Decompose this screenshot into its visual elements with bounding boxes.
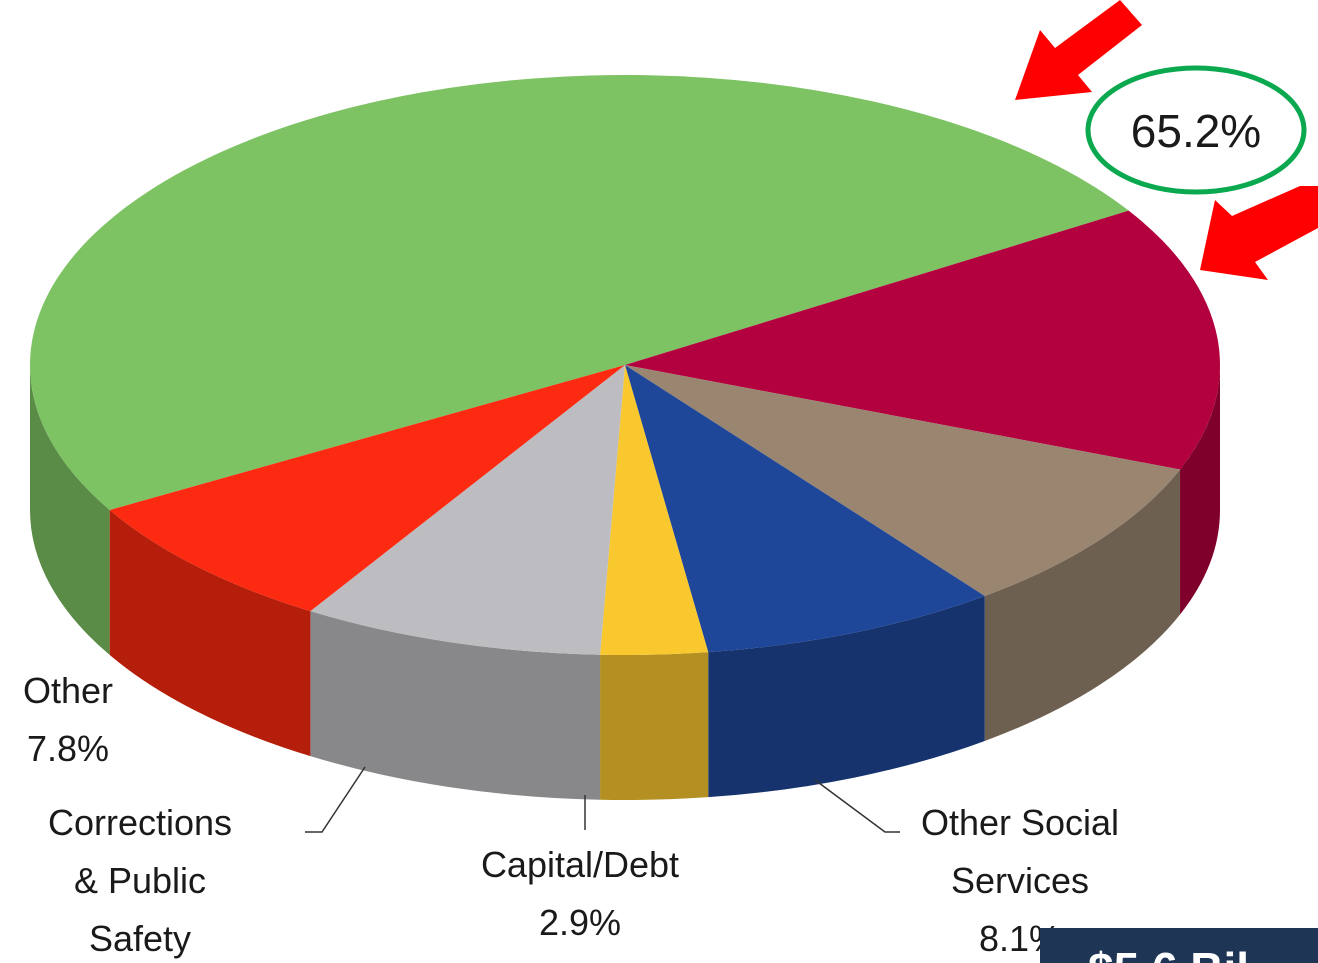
slice-label: Corrections & Public Safety: [33, 794, 248, 963]
slice: [625, 210, 1220, 470]
value-label: 2.9%: [538, 902, 622, 943]
arrow: [1200, 186, 1318, 280]
slice: [310, 365, 625, 655]
slice: [625, 365, 1181, 596]
category-label: Corrections & Public Safety: [47, 802, 233, 959]
category-label: Other: [22, 670, 114, 711]
slice-label: Capital/Debt 2.9%: [430, 836, 730, 952]
value-label: 7.8%: [26, 728, 110, 769]
category-label: Other Social Services: [920, 802, 1120, 901]
annotation: 65.2%: [1131, 105, 1261, 157]
slice-label: Other Social Services 8.1%: [890, 794, 1150, 963]
slice-side: [984, 469, 1181, 741]
leader-line: [305, 766, 366, 833]
slice-side: [1180, 365, 1220, 615]
slice-side: [310, 611, 601, 800]
slice: [600, 365, 709, 655]
slice: [625, 365, 985, 653]
slice-side: [708, 595, 985, 798]
leader-line: [814, 779, 900, 833]
slice: [29, 74, 1129, 510]
highlight-ellipse: [1085, 65, 1307, 195]
slice: [109, 365, 625, 612]
slice-side: [109, 510, 311, 757]
footer-text: $5.6 Bil: [1088, 943, 1249, 963]
footer-box: [1040, 928, 1318, 963]
arrow: [1015, 0, 1142, 100]
pie: [29, 74, 1220, 800]
slice-side: [30, 365, 110, 655]
category-label: Capital/Debt: [480, 844, 680, 885]
slice-side: [600, 652, 709, 800]
slice-label: Other 7.8%: [0, 662, 138, 778]
